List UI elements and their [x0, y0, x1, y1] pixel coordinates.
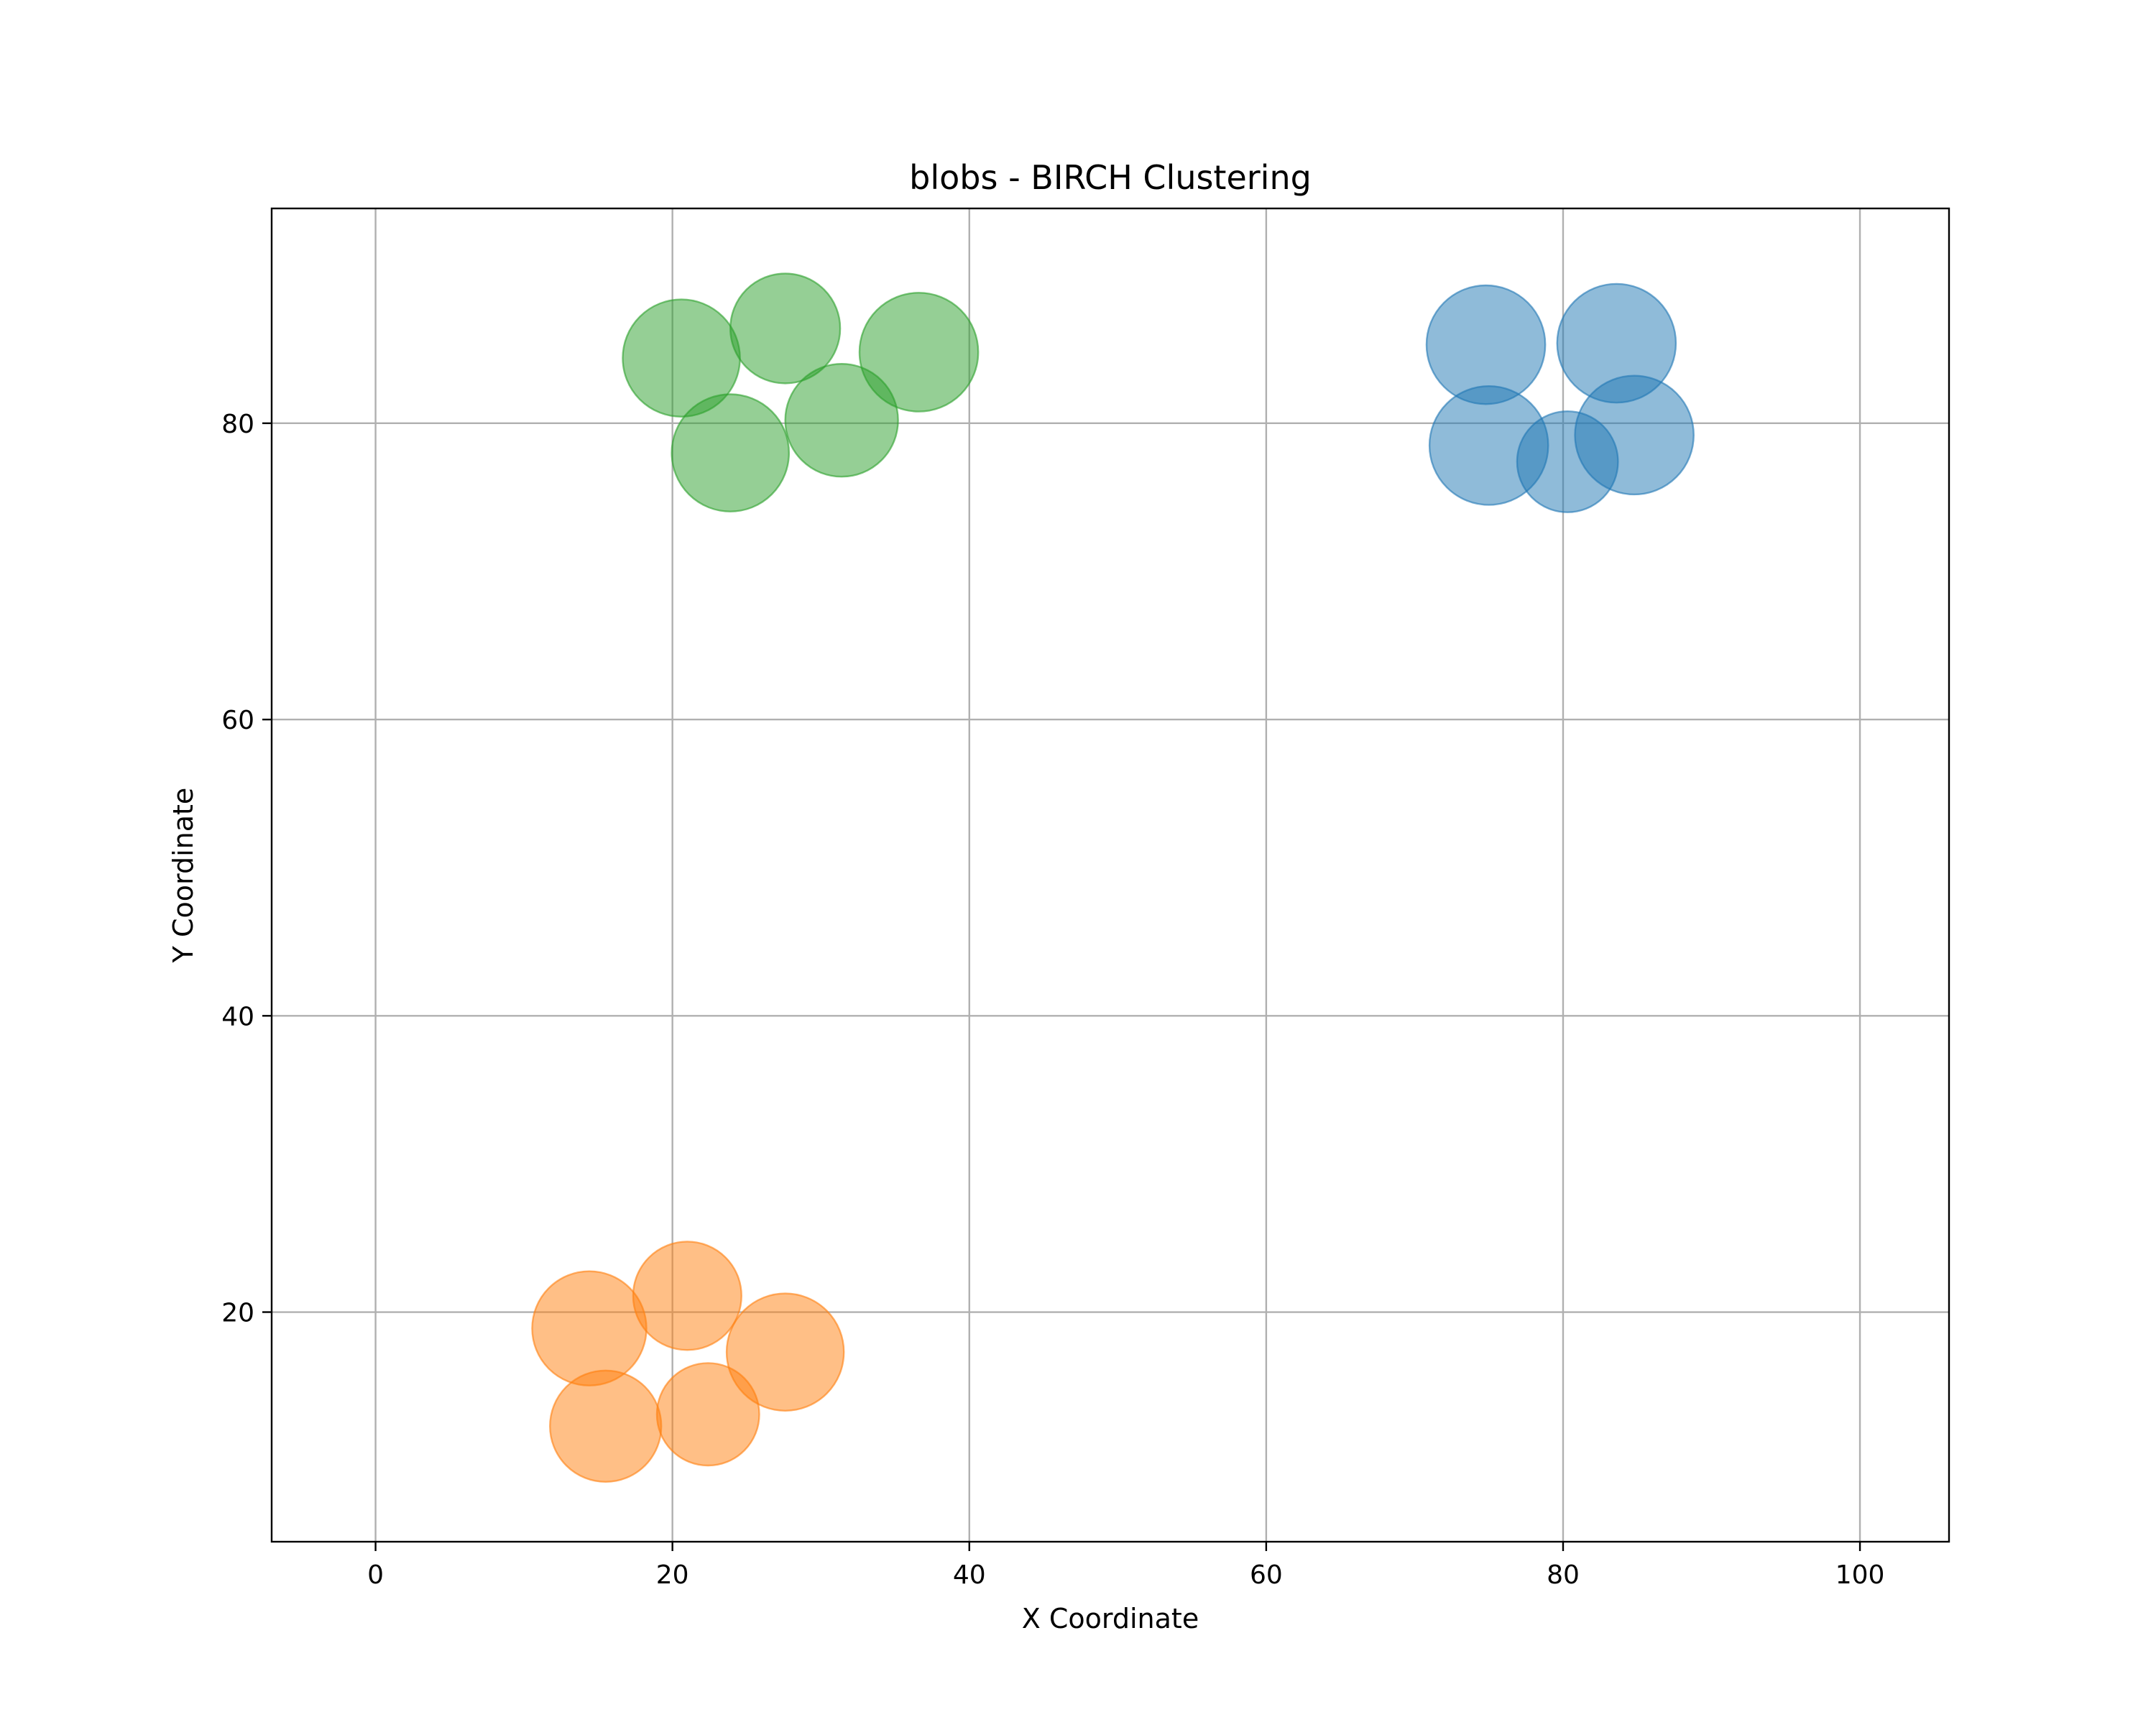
axes-frame: [270, 207, 1950, 1543]
scatter-point: [729, 272, 842, 385]
scatter-point: [632, 1241, 742, 1351]
scatter-point: [858, 292, 980, 413]
x-tick-label: 80: [1547, 1560, 1580, 1590]
y-tick-label: 80: [221, 410, 254, 439]
x-tick-label: 60: [1250, 1560, 1283, 1590]
scatter-point: [655, 1362, 760, 1467]
x-tick-label: 100: [1835, 1560, 1885, 1590]
axis-ticks: 0 20 40 60 80 100 20 40 60 80: [221, 410, 1884, 1590]
x-tick-label: 40: [953, 1560, 986, 1590]
y-tick-label: 20: [221, 1299, 254, 1328]
scatter-point: [549, 1369, 663, 1483]
y-axis-label: Y Coordinate: [167, 788, 199, 964]
scatter-point: [531, 1270, 648, 1386]
x-axis-label: X Coordinate: [1022, 1603, 1199, 1634]
x-tick-label: 20: [656, 1560, 689, 1590]
scatter-point: [1574, 374, 1695, 496]
scatter-point: [784, 363, 899, 478]
x-tick-label: 0: [367, 1560, 384, 1590]
plot-markers: [531, 272, 1695, 1483]
y-tick-label: 40: [221, 1002, 254, 1031]
y-tick-label: 60: [221, 706, 254, 735]
scatter-point: [725, 1292, 845, 1412]
scatter-point: [671, 393, 791, 512]
chart-title: blobs - BIRCH Clustering: [909, 158, 1312, 197]
